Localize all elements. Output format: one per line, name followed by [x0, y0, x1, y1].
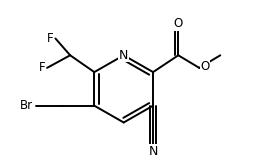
- Text: O: O: [200, 60, 210, 73]
- Text: O: O: [174, 17, 183, 30]
- Text: Br: Br: [20, 99, 34, 112]
- Text: N: N: [148, 145, 158, 158]
- Text: N: N: [119, 49, 128, 62]
- Text: F: F: [47, 32, 54, 45]
- Text: F: F: [38, 61, 45, 74]
